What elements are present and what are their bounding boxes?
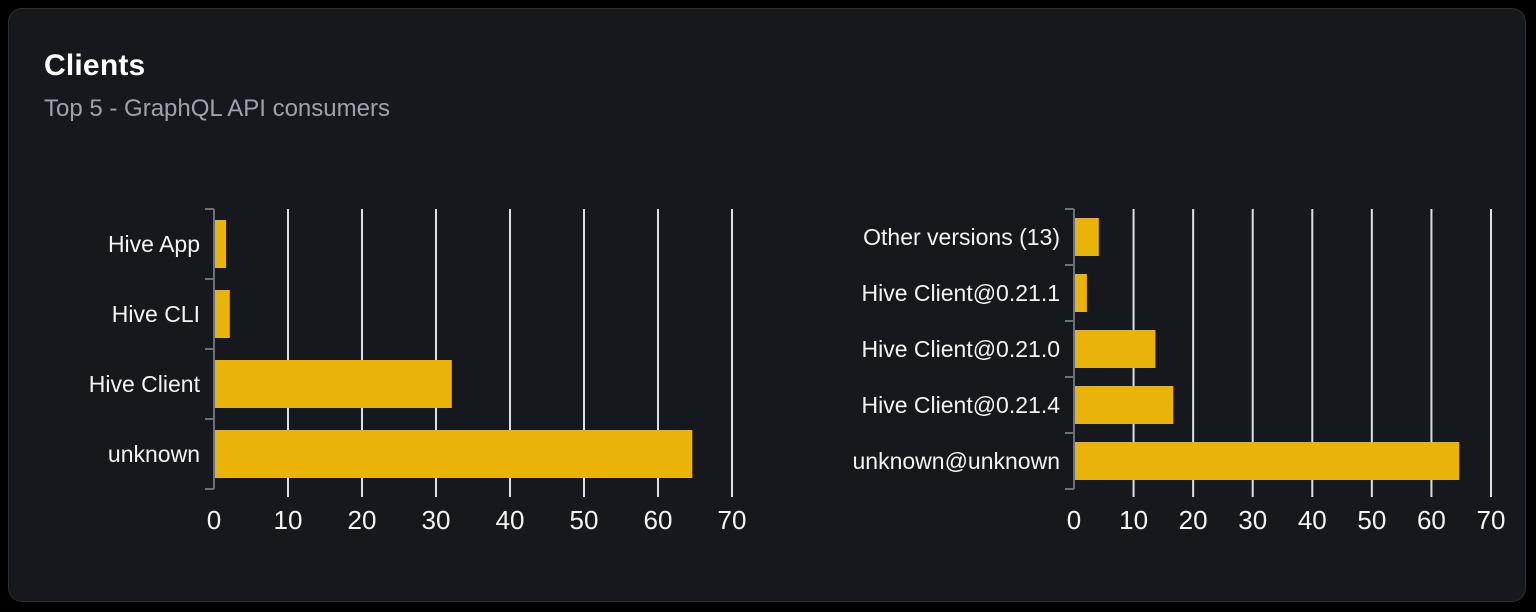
top-client-versions-bar-chart: 0 10 20 30 40 50 60 70 Other versions (13) Hive C…: [853, 208, 1506, 535]
bar-hive-client-0-21-4[interactable]: [1075, 386, 1174, 424]
category-label: unknown: [108, 441, 200, 467]
x-tick-label: 0: [207, 505, 221, 535]
x-tick-label: 20: [348, 505, 377, 535]
x-tick-label: 50: [570, 505, 599, 535]
x-tick-label: 50: [1357, 505, 1386, 535]
category-label: unknown@unknown: [853, 448, 1060, 474]
x-tick-label: 40: [1298, 505, 1327, 535]
card-header: Clients Top 5 - GraphQL API consumers: [44, 49, 390, 123]
bar-unknown-unknown[interactable]: [1075, 442, 1460, 480]
x-tick-label: 30: [422, 505, 451, 535]
bar-hive-client-0-21-1[interactable]: [1075, 274, 1087, 312]
category-label: Hive Client@0.21.0: [862, 336, 1061, 362]
category-label: Hive Client@0.21.4: [862, 392, 1061, 418]
card-subtitle: Top 5 - GraphQL API consumers: [44, 95, 390, 122]
x-tick-label: 30: [1238, 505, 1267, 535]
bar-hive-cli[interactable]: [215, 290, 230, 338]
x-tick-label: 20: [1179, 505, 1208, 535]
x-tick-label: 0: [1067, 505, 1081, 535]
x-tick-label: 10: [1119, 505, 1148, 535]
bar-unknown[interactable]: [215, 430, 693, 478]
x-tick-label: 10: [274, 505, 303, 535]
clients-card: Clients Top 5 - GraphQL API consumers 0 1…: [8, 8, 1526, 602]
category-label: Hive Client: [89, 371, 201, 397]
x-tick-label: 60: [1417, 505, 1446, 535]
x-tick-label: 60: [644, 505, 673, 535]
category-label: Other versions (13): [863, 224, 1060, 250]
top-clients-bar-chart: 0 10 20 30 40 50 60 70 Hive App Hive CLI Hive Clie…: [89, 208, 747, 535]
bar-hive-app[interactable]: [215, 220, 227, 268]
bar-hive-client[interactable]: [215, 360, 452, 408]
x-tick-label: 70: [1477, 505, 1506, 535]
x-tick-label: 40: [496, 505, 525, 535]
category-label: Hive Client@0.21.1: [862, 280, 1061, 306]
bar-other-versions-13[interactable]: [1075, 218, 1099, 256]
bar-hive-client-0-21-0[interactable]: [1075, 330, 1156, 368]
x-tick-label: 70: [718, 505, 747, 535]
category-label: Hive App: [108, 231, 200, 257]
card-title: Clients: [44, 49, 146, 82]
category-label: Hive CLI: [112, 301, 200, 327]
